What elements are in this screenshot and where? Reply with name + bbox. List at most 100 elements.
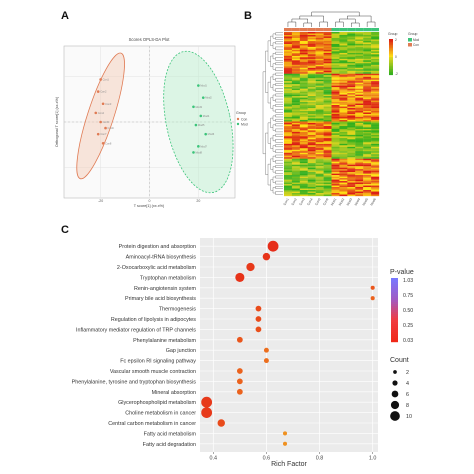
heatmap-cell	[315, 128, 324, 131]
heatmap-cell	[291, 167, 300, 170]
heatmap-cell	[291, 112, 300, 115]
heatmap-cell	[363, 124, 372, 127]
heatmap-cell	[323, 112, 332, 115]
heatmap-cell	[331, 43, 340, 46]
heatmap-cell	[307, 163, 316, 165]
pathway-label: Inflammatory mediator regulation of TRP …	[76, 327, 196, 333]
heatmap-cell	[315, 49, 324, 52]
heatmap-cell	[355, 97, 364, 100]
heatmap-cell	[371, 122, 380, 125]
heatmap-cell	[371, 66, 380, 68]
heatmap-cell	[315, 193, 324, 195]
heatmap-cell	[299, 166, 308, 168]
heatmap-cell	[355, 148, 364, 150]
heatmap-cell	[291, 160, 300, 162]
heatmap-cell	[363, 94, 372, 97]
heatmap-cell	[355, 169, 364, 171]
heatmap-cell	[299, 119, 308, 122]
heatmap-cell	[323, 119, 332, 122]
heatmap-cell	[323, 184, 332, 186]
legend-label-con: Con	[241, 117, 247, 121]
heatmap-cell	[363, 100, 372, 103]
heatmap-cell	[363, 33, 372, 36]
heatmap-cell	[284, 103, 293, 106]
heatmap-cell	[331, 42, 340, 45]
column-label: Con5	[314, 197, 321, 206]
heatmap-cell	[371, 152, 380, 155]
heatmap-cell	[355, 173, 364, 176]
heatmap-cell	[339, 33, 348, 36]
heatmap-cell	[339, 164, 348, 167]
heatmap-cell	[291, 173, 300, 176]
heatmap-cell	[315, 70, 324, 73]
heatmap-cell	[307, 116, 316, 119]
heatmap-cell	[363, 152, 372, 155]
heatmap-cell	[315, 161, 324, 164]
heatmap-cell	[299, 128, 308, 131]
heatmap-cell	[363, 72, 372, 74]
heatmap-cell	[355, 140, 364, 143]
heatmap-cell	[299, 49, 308, 52]
heatmap-cell	[355, 79, 364, 82]
heatmap-cell	[371, 67, 380, 70]
heatmap-cell	[331, 175, 340, 177]
heatmap-cell	[363, 69, 372, 71]
heatmap-cell	[284, 91, 293, 94]
heatmap-cell	[291, 67, 300, 70]
heatmap-cell	[315, 94, 324, 97]
heatmap-cell	[323, 161, 332, 164]
heatmap-cell	[307, 179, 316, 182]
heatmap-cell	[284, 155, 293, 158]
heatmap-cell	[331, 133, 340, 136]
heatmap-cell	[307, 164, 316, 167]
heatmap-cell	[371, 176, 380, 179]
heatmap-cell	[371, 190, 380, 192]
heatmap-cell	[323, 64, 332, 67]
heatmap-cell	[363, 178, 372, 180]
heatmap-cell	[363, 85, 372, 88]
heatmap-cell	[347, 116, 356, 119]
pvalue-gradient-step	[391, 332, 398, 335]
heatmap-cell	[355, 54, 364, 57]
plot-a-xtick-label: -20	[98, 199, 103, 203]
heatmap-cell	[299, 72, 308, 74]
heatmap-cell	[299, 85, 308, 88]
heatmap-cell	[339, 87, 348, 89]
heatmap-cell	[291, 54, 300, 57]
heatmap-cell	[299, 61, 308, 64]
heatmap-cell	[355, 91, 364, 94]
heatmap-cell	[307, 103, 316, 106]
heatmap-cell	[363, 137, 372, 140]
heatmap-cell	[299, 161, 308, 164]
pathway-points	[201, 240, 375, 446]
group-bar-cell	[331, 28, 340, 32]
heatmap-cell	[307, 85, 316, 88]
heatmap-cell	[355, 58, 364, 61]
heatmap-cell	[315, 173, 324, 176]
heatmap-cell	[284, 60, 293, 62]
heatmap-cell	[291, 32, 300, 34]
heatmap-cell	[355, 115, 364, 118]
heatmap-cell	[291, 37, 300, 40]
score-point-label: Con4	[98, 111, 105, 115]
heatmap-cell	[284, 33, 293, 36]
heatmap-cell	[371, 194, 380, 197]
heatmap-cell	[355, 108, 364, 110]
heatmap-cell	[339, 134, 348, 137]
heatmap-cell	[371, 184, 380, 186]
heatmap-cell	[331, 78, 340, 80]
heatmap-cell	[339, 109, 348, 112]
heatmap-cell	[323, 69, 332, 71]
group-bar-cell	[363, 28, 372, 32]
heatmap-cell	[291, 185, 300, 188]
heatmap-cell	[347, 161, 356, 164]
heatmap-cell	[284, 34, 293, 37]
heatmap-cell	[347, 109, 356, 112]
heatmap-cell	[284, 160, 293, 162]
heatmap-cell	[371, 169, 380, 171]
heatmap-cell	[363, 114, 372, 116]
heatmap-cell	[355, 64, 364, 67]
heatmap-cell	[363, 87, 372, 89]
group-bar-cell	[291, 28, 300, 32]
heatmap-cell	[284, 152, 293, 155]
